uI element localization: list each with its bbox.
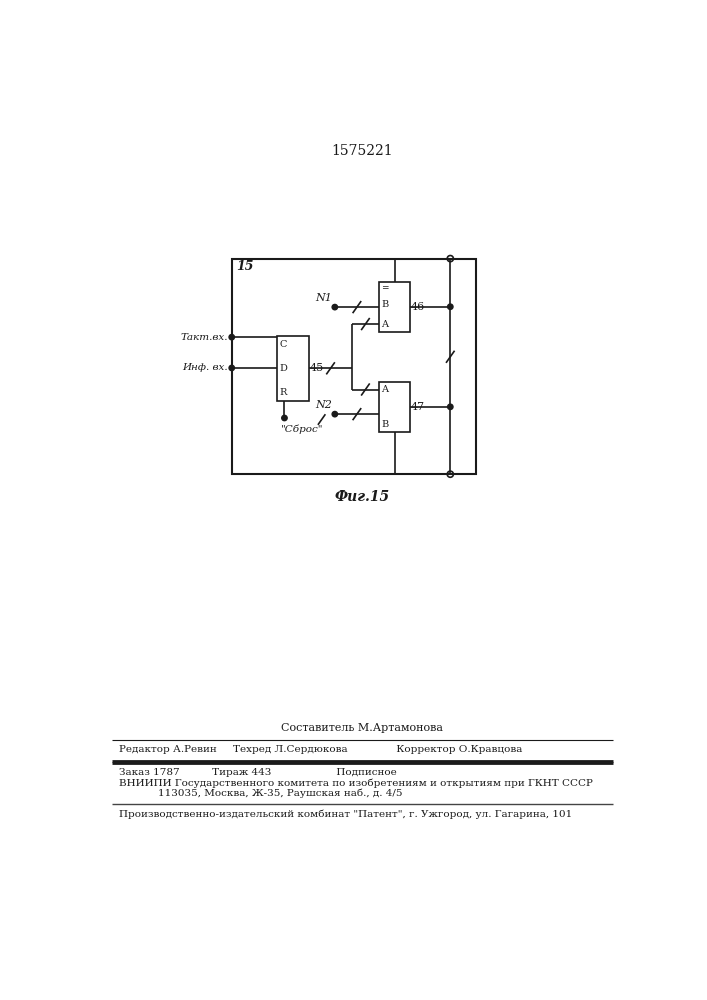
Bar [232,259,476,474]
Text: 45: 45 [310,363,325,373]
Text: Заказ 1787          Тираж 443                    Подписное: Заказ 1787 Тираж 443 Подписное [119,768,397,777]
Text: C: C [279,340,286,349]
Text: N1: N1 [315,293,332,303]
Text: Фиг.15: Фиг.15 [334,490,390,504]
Text: ВНИИПИ Государственного комитета по изобретениям и открытиям при ГКНТ СССР: ВНИИПИ Государственного комитета по изоб… [119,779,593,788]
Text: D: D [279,364,287,373]
Text: A: A [381,385,388,394]
Bar [379,382,410,432]
Circle shape [281,415,287,421]
Circle shape [332,304,337,310]
Text: A: A [381,320,388,329]
Text: B: B [381,300,389,309]
Circle shape [332,411,337,417]
Bar [379,282,410,332]
Circle shape [229,334,235,340]
Text: Такт.вх.: Такт.вх. [180,333,228,342]
Bar [276,336,309,401]
Text: 15: 15 [236,260,254,273]
Text: Редактор А.Ревин     Техред Л.Сердюкова               Корректор О.Кравцова: Редактор А.Ревин Техред Л.Сердюкова Корр… [119,745,522,754]
Text: Составитель М.Артамонова: Составитель М.Артамонова [281,723,443,733]
Text: 47: 47 [411,402,425,412]
Text: Производственно-издательский комбинат "Патент", г. Ужгород, ул. Гагарина, 101: Производственно-издательский комбинат "П… [119,809,573,819]
Text: 113035, Москва, Ж-35, Раушская наб., д. 4/5: 113035, Москва, Ж-35, Раушская наб., д. … [119,789,403,798]
Text: R: R [279,388,286,397]
Text: 46: 46 [411,302,425,312]
Text: Инф. вх.: Инф. вх. [182,363,228,372]
Text: "Сброс": "Сброс" [281,424,323,434]
Text: N2: N2 [315,400,332,410]
Circle shape [229,365,235,371]
Circle shape [448,304,453,309]
Text: B: B [381,420,389,429]
Text: 1575221: 1575221 [331,144,393,158]
Circle shape [448,404,453,410]
Text: =: = [381,284,389,293]
